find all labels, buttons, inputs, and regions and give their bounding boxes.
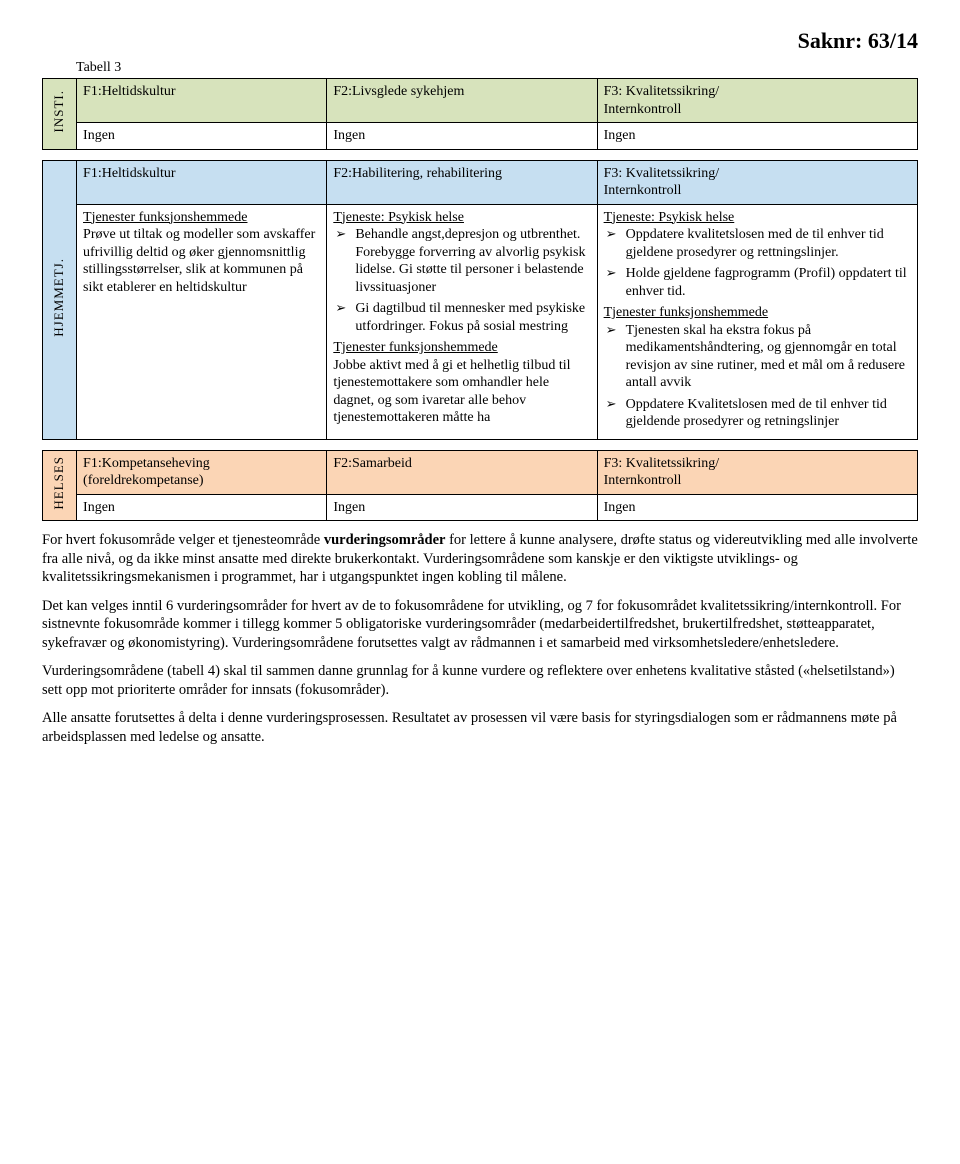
- t1-h3: F3: Kvalitetssikring/Internkontroll: [597, 79, 917, 123]
- t3-r1: Ingen: [77, 494, 327, 521]
- t2-c3-item4: Oppdatere Kvalitetslosen med de til enhv…: [604, 396, 911, 431]
- bold-term: vurderingsområder: [324, 532, 446, 548]
- t2-c3: Tjeneste: Psykisk helse Oppdatere kvalit…: [597, 204, 917, 439]
- paragraph-1: For hvert fokusområde velger et tjeneste…: [42, 531, 918, 587]
- sidebar-helses: HELSES: [43, 450, 77, 521]
- t2-c2-body2: Jobbe aktivt med å gi et helhetlig tilbu…: [333, 358, 570, 426]
- table-insti: INSTI. F1:Heltidskultur F2:Livsglede syk…: [42, 78, 918, 150]
- t1-h2: F2:Livsglede sykehjem: [327, 79, 597, 123]
- paragraph-2: Det kan velges inntil 6 vurderingsområde…: [42, 597, 918, 653]
- case-number: Saknr: 63/14: [42, 28, 918, 54]
- paragraph-4: Alle ansatte forutsettes å delta i denne…: [42, 709, 918, 746]
- t3-h1: F1:Kompetanseheving(foreldrekompetanse): [77, 450, 327, 494]
- t2-c2: Tjeneste: Psykisk helse Behandle angst,d…: [327, 204, 597, 439]
- paragraph-3: Vurderingsområdene (tabell 4) skal til s…: [42, 662, 918, 699]
- t2-c3-title: Tjeneste: Psykisk helse: [604, 210, 735, 225]
- t2-c2-item1: Behandle angst,depresjon og utbrenthet. …: [333, 226, 590, 296]
- t1-r1: Ingen: [77, 123, 327, 150]
- t2-c3-item2: Holde gjeldene fagprogramm (Profil) oppd…: [604, 265, 911, 300]
- t2-c2-title: Tjeneste: Psykisk helse: [333, 210, 464, 225]
- t2-h2: F2:Habilitering, rehabilitering: [327, 160, 597, 204]
- t1-h1: F1:Heltidskultur: [77, 79, 327, 123]
- t2-c1-title: Tjenester funksjonshemmede: [83, 210, 247, 225]
- t3-h3: F3: Kvalitetssikring/Internkontroll: [597, 450, 917, 494]
- t2-c3-item1: Oppdatere kvalitetslosen med de til enhv…: [604, 226, 911, 261]
- t3-r3: Ingen: [597, 494, 917, 521]
- t2-c2-item2: Gi dagtilbud til mennesker med psykiske …: [333, 300, 590, 335]
- table-helses: HELSES F1:Kompetanseheving(foreldrekompe…: [42, 450, 918, 522]
- t2-c2-title2: Tjenester funksjonshemmede: [333, 340, 497, 355]
- t3-h2: F2:Samarbeid: [327, 450, 597, 494]
- t1-r3: Ingen: [597, 123, 917, 150]
- t2-c1-body: Prøve ut tiltak og modeller som avskaffe…: [83, 227, 315, 295]
- t2-c1: Tjenester funksjonshemmede Prøve ut tilt…: [77, 204, 327, 439]
- table-label: Tabell 3: [76, 60, 918, 76]
- table-hjemmetj: HJEMMETJ. F1:Heltidskultur F2:Habiliteri…: [42, 160, 918, 440]
- t3-r2: Ingen: [327, 494, 597, 521]
- sidebar-hjemmetj: HJEMMETJ.: [43, 160, 77, 439]
- t2-h1: F1:Heltidskultur: [77, 160, 327, 204]
- t2-c3-item3: Tjenesten skal ha ekstra fokus på medika…: [604, 322, 911, 392]
- t2-h3: F3: Kvalitetssikring/Internkontroll: [597, 160, 917, 204]
- t2-c3-title2: Tjenester funksjonshemmede: [604, 305, 768, 320]
- sidebar-insti: INSTI.: [43, 79, 77, 150]
- t1-r2: Ingen: [327, 123, 597, 150]
